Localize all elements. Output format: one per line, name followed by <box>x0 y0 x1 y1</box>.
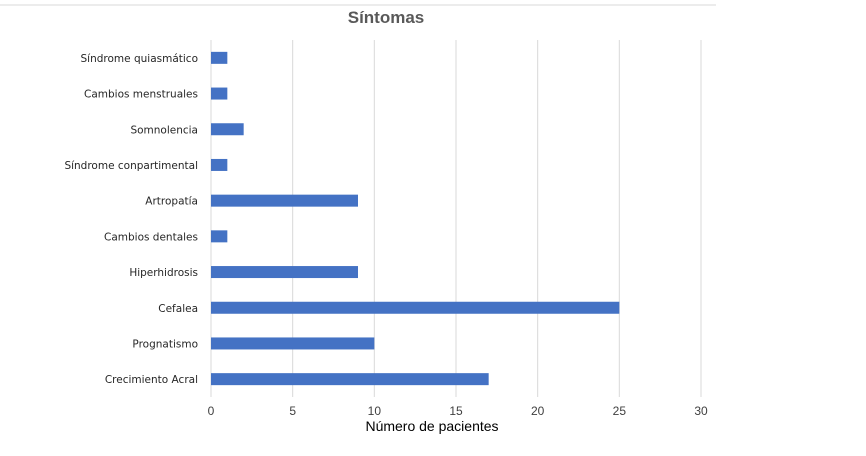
bars <box>211 51 620 386</box>
x-tick-label: 30 <box>694 404 708 418</box>
x-tick-labels: 0 5 10 15 20 25 30 <box>208 404 708 418</box>
category-label: Síndrome conpartimental <box>64 160 198 172</box>
bar <box>211 266 358 279</box>
chart-title: Síntomas <box>348 8 425 27</box>
bar <box>211 87 228 100</box>
category-label: Cefalea <box>158 303 198 315</box>
bar <box>211 337 375 350</box>
category-label: Cambios menstruales <box>84 89 198 101</box>
bar <box>211 373 489 386</box>
category-labels: Síndrome quiasmático Cambios menstruales S… <box>64 53 198 386</box>
bar <box>211 301 620 314</box>
x-tick-label: 0 <box>208 404 215 418</box>
bar <box>211 123 244 136</box>
x-tick-label: 20 <box>531 404 545 418</box>
category-label: Artropatía <box>145 196 198 208</box>
category-label: Hiperhidrosis <box>129 267 198 279</box>
category-label: Cambios dentales <box>104 231 198 243</box>
x-tick-label: 5 <box>289 404 296 418</box>
category-label: Síndrome quiasmático <box>81 53 198 65</box>
x-tick-label: 10 <box>368 404 382 418</box>
bar <box>211 194 358 207</box>
x-tick-label: 15 <box>449 404 463 418</box>
bar <box>211 230 228 243</box>
bar <box>211 51 228 64</box>
bar <box>211 158 228 171</box>
category-label: Prognatismo <box>132 338 198 350</box>
x-tick-label: 25 <box>613 404 627 418</box>
category-label: Crecimiento Acral <box>105 374 198 386</box>
x-axis-title: Número de pacientes <box>365 418 498 434</box>
category-label: Somnolencia <box>130 124 198 136</box>
